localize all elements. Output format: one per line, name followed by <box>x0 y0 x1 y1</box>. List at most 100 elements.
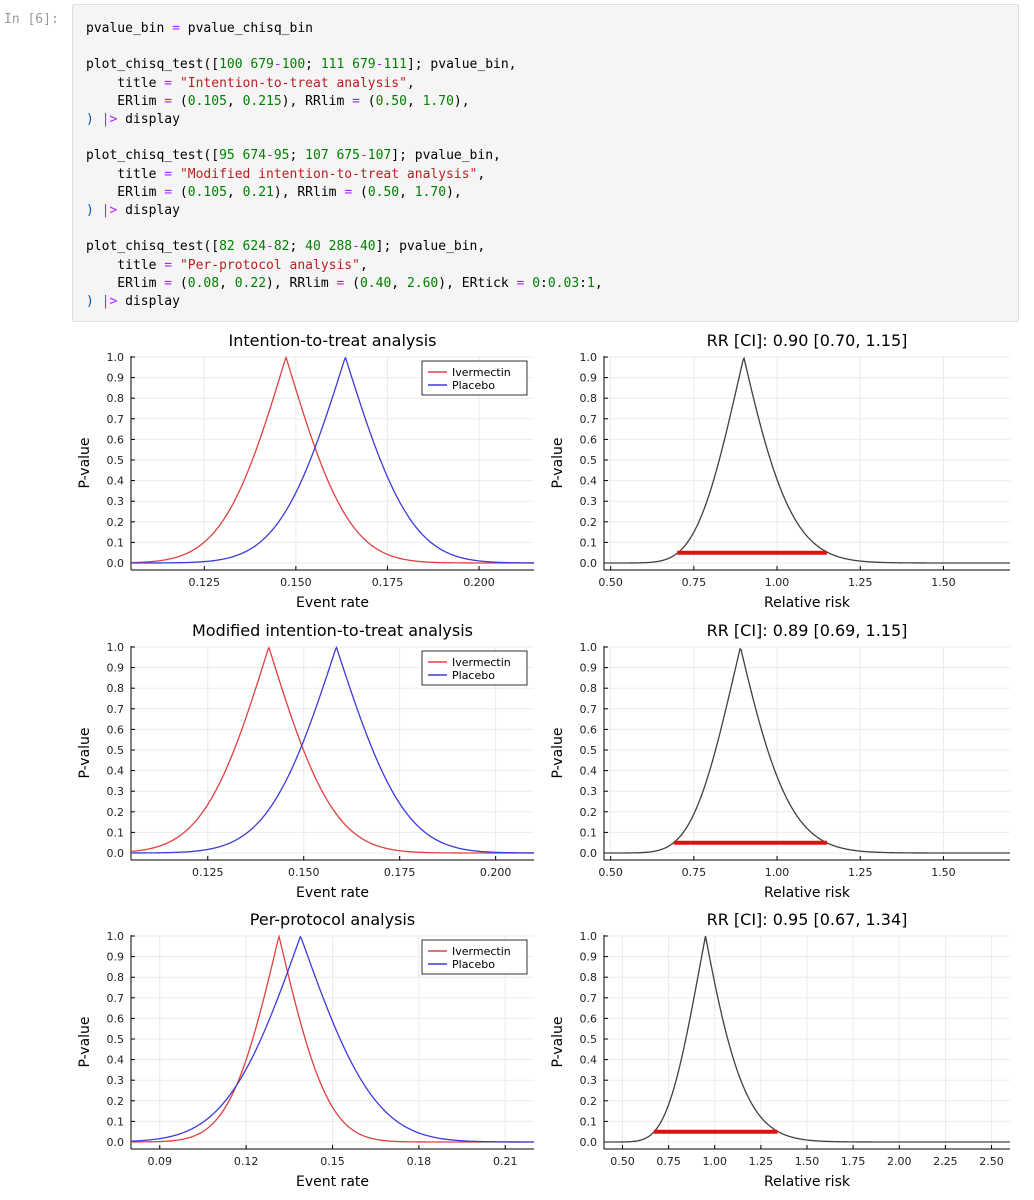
x-axis-label: Relative risk <box>764 1174 851 1190</box>
code-token: = <box>164 257 173 273</box>
x-tick-label: 0.125 <box>189 576 221 589</box>
series-line-placebo <box>130 935 535 1143</box>
y-tick-label: 0.5 <box>580 454 598 467</box>
y-tick-label: 0.7 <box>107 413 125 426</box>
code-line: title = "Modified intention-to-treat ana… <box>86 166 603 184</box>
y-tick-label: 0.2 <box>580 516 598 529</box>
chart-title: RR [CI]: 0.89 [0.69, 1.15] <box>707 621 908 640</box>
legend-box <box>421 650 528 686</box>
cell-prompt: In [6]: <box>4 12 59 27</box>
rr-curve <box>604 935 1010 1143</box>
y-axis-label: P-value <box>550 1016 566 1067</box>
code-token: ]; pvalue_bin, <box>406 57 517 73</box>
x-tick-label: 1.00 <box>765 866 790 879</box>
x-tick-label: 1.00 <box>702 1155 727 1168</box>
y-tick-label: 0.8 <box>107 682 125 695</box>
x-axis-label: Event rate <box>296 595 369 611</box>
chart-title: RR [CI]: 0.95 [0.67, 1.34] <box>707 910 908 929</box>
chart-title: Intention-to-treat analysis <box>229 331 437 350</box>
code-token: 0.08 <box>187 275 220 291</box>
x-tick-label: 0.12 <box>234 1155 259 1168</box>
code-token: ( <box>172 184 188 200</box>
x-tick-label: 0.200 <box>463 576 495 589</box>
code-token: 0.03 <box>547 275 580 291</box>
code-line: ) |> display <box>86 202 603 220</box>
rr-curve <box>604 647 1010 854</box>
x-tick-label: 0.21 <box>493 1155 518 1168</box>
series-line-ivermectin <box>130 355 534 564</box>
y-tick-label: 0.6 <box>580 433 598 446</box>
y-tick-label: 0.3 <box>107 1074 125 1087</box>
code-token: - <box>273 57 282 73</box>
y-tick-label: 0.4 <box>580 765 598 778</box>
x-tick-label: 0.50 <box>598 866 623 879</box>
y-tick-label: 0.3 <box>580 1074 598 1087</box>
y-axis-label: P-value <box>77 727 93 778</box>
code-token: ERlim <box>86 275 165 291</box>
y-tick-label: 0.9 <box>107 662 125 675</box>
code-token: |> <box>101 294 118 310</box>
code-token: ), <box>453 93 470 109</box>
code-token: ( <box>344 275 360 291</box>
code-token: 40 <box>359 239 376 255</box>
code-line: plot_chisq_test([100 679-100; 111 679-11… <box>86 56 603 74</box>
x-tick-label: 1.25 <box>848 576 873 589</box>
code-token: 100 <box>281 57 306 73</box>
code-token: "Intention-to-treat analysis" <box>179 75 407 91</box>
x-tick-label: 2.25 <box>933 1155 958 1168</box>
legend-label: Ivermectin <box>452 656 511 669</box>
code-token: = <box>352 93 360 109</box>
chart-panel: Intention-to-treat analysis 0.125 0.150 0.1… <box>77 331 534 611</box>
code-token: = <box>164 93 173 109</box>
x-tick-label: 1.00 <box>765 576 790 589</box>
code-block[interactable]: pvalue_bin = pvalue_chisq_bin plot_chisq… <box>86 20 603 311</box>
legend-box <box>421 360 528 396</box>
y-tick-label: 0.9 <box>580 951 598 964</box>
x-tick-label: 0.50 <box>610 1155 635 1168</box>
y-tick-label: 0.7 <box>107 992 125 1005</box>
series-line-ivermectin <box>130 646 534 854</box>
code-token: 0.21 <box>242 184 274 200</box>
legend-label: Placebo <box>452 669 495 682</box>
code-line: title = "Per-protocol analysis", <box>86 257 603 275</box>
series-line-placebo <box>131 356 534 564</box>
code-token: pvalue_bin <box>86 21 173 36</box>
code-token: 1 <box>587 275 595 291</box>
y-tick-label: 0.5 <box>580 744 598 757</box>
x-tick-label: 1.50 <box>931 866 956 879</box>
code-token: , <box>594 275 603 291</box>
y-tick-label: 0.8 <box>580 682 598 695</box>
code-token: 82 <box>219 239 235 255</box>
code-token: ), RRlim <box>273 184 345 200</box>
code-token: = <box>172 21 180 36</box>
code-token: 0 <box>532 275 541 291</box>
code-token: - <box>352 239 360 255</box>
y-tick-label: 0.3 <box>580 785 598 798</box>
y-tick-label: 1.0 <box>107 351 125 364</box>
code-cell[interactable]: pvalue_bin = pvalue_chisq_bin plot_chisq… <box>72 4 1019 322</box>
code-token: ) <box>86 294 94 310</box>
code-token: - <box>375 57 384 73</box>
code-token: : <box>579 275 587 291</box>
y-tick-label: 0.8 <box>580 971 598 984</box>
x-axis-label: Relative risk <box>764 885 851 901</box>
y-tick-label: 1.0 <box>107 641 125 654</box>
code-token: 0.40 <box>359 275 392 291</box>
x-tick-label: 1.50 <box>931 576 956 589</box>
code-line: title = "Intention-to-treat analysis", <box>86 75 603 93</box>
code-token: 0.105 <box>187 93 227 109</box>
chart-title: RR [CI]: 0.90 [0.70, 1.15] <box>707 331 908 350</box>
y-tick-label: 0.5 <box>107 744 125 757</box>
y-tick-label: 0.3 <box>107 785 125 798</box>
y-tick-label: 1.0 <box>580 641 598 654</box>
x-tick-label: 1.50 <box>795 1155 820 1168</box>
chart-panel: RR [CI]: 0.89 [0.69, 1.15] 0.50 0.75 1.00 1.… <box>550 621 1010 901</box>
code-token: 1.70 <box>422 93 454 109</box>
code-token: ( <box>172 275 188 291</box>
code-token: = <box>516 275 525 291</box>
code-token: , <box>477 166 486 182</box>
y-tick-label: 0.0 <box>107 1136 125 1149</box>
code-token: ( <box>359 93 376 109</box>
code-token: ]; pvalue_bin, <box>375 239 486 255</box>
code-token: display <box>117 112 180 128</box>
